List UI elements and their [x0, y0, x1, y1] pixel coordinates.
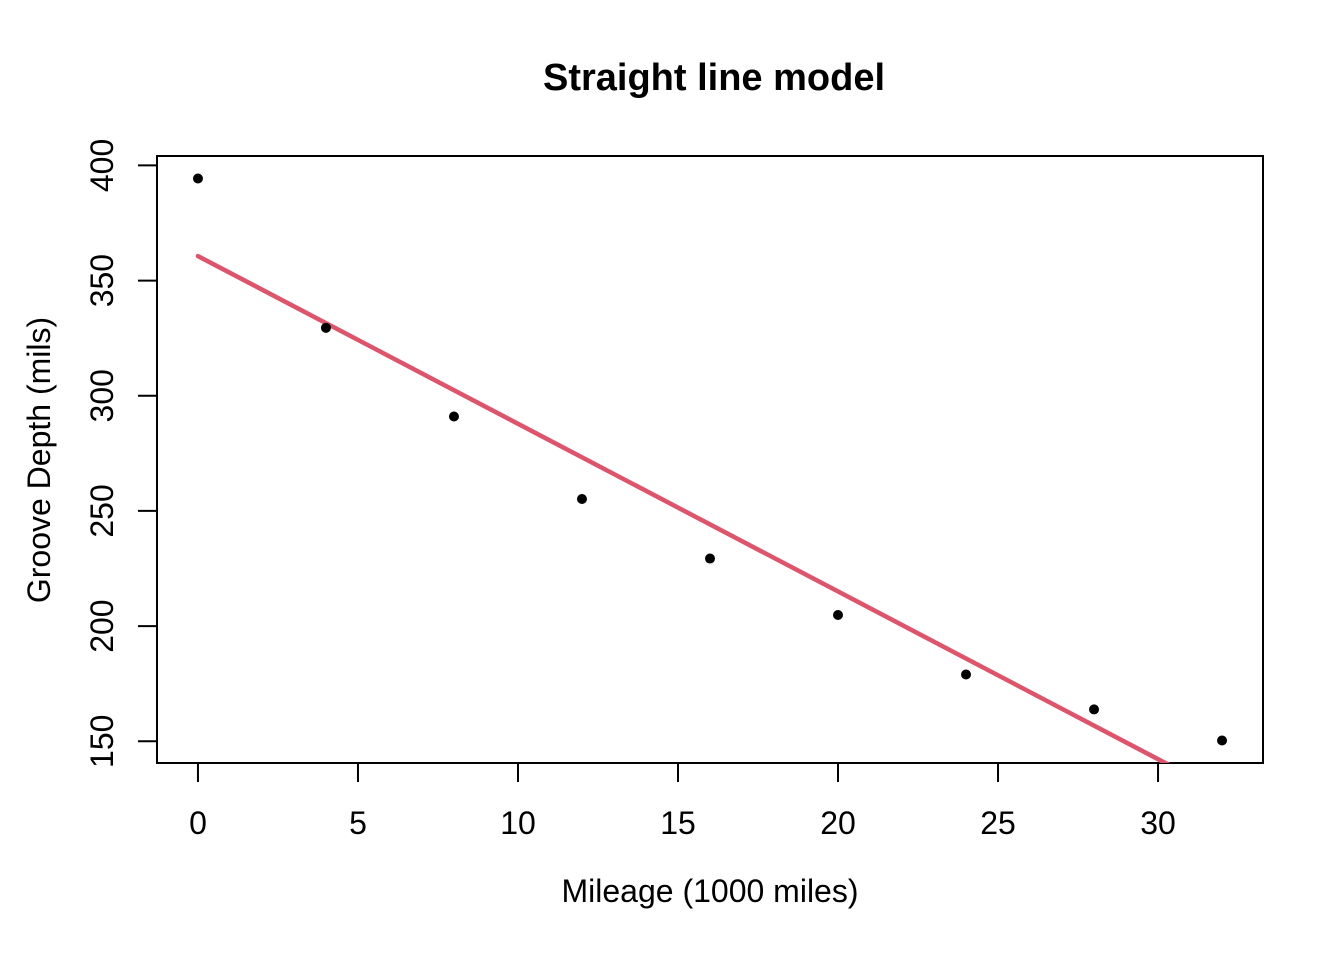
y-axis: 150 200 250 300 350 400 [84, 139, 157, 768]
x-tick-label: 20 [820, 805, 856, 841]
x-tick-label: 30 [1140, 805, 1176, 841]
data-point [1217, 735, 1228, 746]
data-point [192, 173, 203, 184]
x-tick-label: 10 [500, 805, 536, 841]
data-point [448, 411, 459, 422]
y-tick-label: 150 [84, 715, 120, 768]
y-axis-title: Groove Depth (mils) [21, 317, 57, 603]
data-point [320, 322, 331, 333]
x-axis-title: Mileage (1000 miles) [561, 873, 858, 909]
x-tick-label: 5 [349, 805, 367, 841]
y-tick-label: 400 [84, 139, 120, 192]
data-point [576, 494, 587, 505]
chart-title: Straight line model [543, 57, 885, 99]
x-tick-label: 0 [189, 805, 207, 841]
data-point [961, 669, 972, 680]
y-tick-label: 300 [84, 369, 120, 422]
data-point [833, 609, 844, 620]
plot-box-border [156, 155, 1264, 764]
x-axis: 0 5 10 15 20 25 30 [189, 763, 1176, 841]
data-point [705, 553, 715, 564]
x-tick-label: 25 [980, 805, 1016, 841]
data-point [1089, 704, 1100, 715]
fit-line [195, 253, 1171, 763]
y-tick-label: 200 [84, 599, 120, 652]
scatter-points [192, 173, 1228, 746]
y-tick-label: 250 [84, 484, 120, 537]
x-tick-label: 15 [660, 805, 696, 841]
y-tick-label: 350 [84, 254, 120, 307]
